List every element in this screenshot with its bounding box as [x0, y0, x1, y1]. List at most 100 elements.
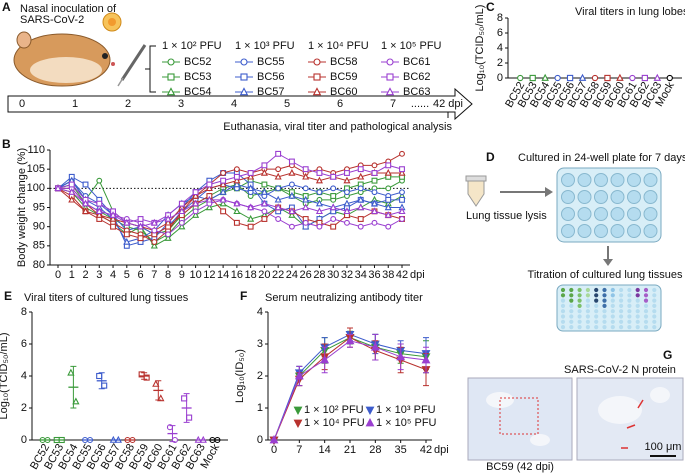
well — [619, 314, 624, 319]
well — [652, 303, 657, 308]
marker — [167, 73, 175, 81]
marker — [357, 166, 364, 173]
y-tick-label: 0 — [21, 434, 27, 446]
x-tick-label: 26 — [300, 269, 312, 281]
well — [652, 298, 657, 303]
marker — [316, 170, 323, 176]
marker — [302, 185, 309, 192]
marker — [288, 158, 295, 165]
marker — [269, 434, 279, 444]
y-tick-label: 85 — [33, 240, 45, 252]
marker — [384, 168, 392, 176]
marker — [260, 188, 268, 195]
well — [577, 190, 592, 204]
marker — [123, 231, 130, 238]
marker — [247, 203, 255, 211]
marker — [385, 87, 395, 96]
marker — [219, 199, 227, 207]
marker — [293, 406, 303, 416]
well — [610, 293, 615, 298]
group-dose: 1 × 10² PFU — [162, 40, 222, 52]
step-label: Cultured in 24-well plate for 7 days — [518, 152, 685, 164]
x-tick-label: 28 — [369, 444, 381, 456]
y-tick-label: 4 — [21, 370, 27, 382]
marker — [205, 184, 213, 192]
marker — [591, 74, 599, 82]
timeline-label: 2 — [125, 98, 131, 110]
y-tick-label: 3 — [257, 338, 263, 350]
well — [635, 303, 640, 308]
marker — [288, 191, 296, 199]
x-tick-label: 14 — [319, 444, 331, 456]
marker — [261, 181, 268, 188]
well — [560, 287, 566, 293]
legend-label: BC60 — [330, 86, 358, 98]
x-tick-label: 7 — [151, 269, 157, 281]
x-tick-label: 9 — [179, 269, 185, 281]
well — [627, 190, 641, 204]
y-tick-label: 4 — [257, 306, 263, 318]
timeline-label: 7 — [390, 98, 396, 110]
well — [560, 303, 566, 308]
marker — [421, 354, 431, 364]
y-tick-label: 2 — [497, 57, 503, 69]
marker — [109, 214, 117, 222]
marker — [371, 177, 378, 184]
well — [594, 190, 608, 204]
marker — [96, 177, 103, 184]
well — [635, 314, 640, 319]
marker — [344, 170, 350, 176]
marker — [385, 162, 392, 169]
x-unit: dpi — [410, 269, 425, 281]
marker — [371, 170, 378, 176]
well — [594, 293, 599, 298]
marker — [517, 74, 524, 82]
marker — [150, 241, 158, 249]
marker — [247, 214, 255, 222]
well — [594, 173, 608, 187]
image-label: SARS-CoV-2 N protein — [564, 364, 676, 376]
well — [602, 314, 607, 319]
well — [652, 293, 657, 298]
marker — [288, 207, 296, 215]
marker — [219, 180, 227, 188]
x-tick-label: 34 — [355, 269, 367, 281]
panel-letter: F — [240, 289, 247, 303]
well — [594, 309, 599, 314]
y-axis-label: Log₁₀(ID₅₀) — [234, 349, 246, 403]
marker — [288, 223, 295, 230]
well — [585, 303, 591, 308]
marker — [137, 216, 144, 222]
marker — [261, 208, 268, 215]
marker — [82, 181, 89, 188]
well — [569, 325, 574, 330]
well — [602, 319, 607, 324]
marker — [233, 176, 241, 184]
group-dose: 1 × 10³ PFU — [235, 40, 295, 52]
well — [602, 303, 607, 308]
marker — [316, 189, 323, 196]
marker — [315, 207, 323, 215]
well — [577, 173, 592, 187]
y-axis-label: Log₁₀(TCID₅₀/mL) — [474, 5, 486, 92]
well — [643, 190, 658, 204]
y-tick-label: 80 — [33, 259, 45, 271]
x-tick-label: 22 — [272, 269, 284, 281]
legend-label: BC54 — [184, 86, 212, 98]
well — [627, 224, 641, 238]
image-caption: BC59 (42 dpi) — [486, 461, 554, 473]
marker — [233, 180, 241, 188]
marker — [157, 394, 165, 402]
timeline-label: ...... — [411, 98, 429, 110]
well — [610, 287, 615, 293]
well — [560, 298, 566, 303]
marker — [247, 170, 254, 176]
well — [619, 287, 624, 293]
marker — [192, 191, 200, 199]
marker — [68, 181, 75, 188]
well — [610, 224, 625, 238]
marker — [370, 199, 379, 207]
panel-letter: B — [2, 137, 11, 151]
error-bar — [98, 372, 105, 390]
marker — [164, 234, 172, 241]
